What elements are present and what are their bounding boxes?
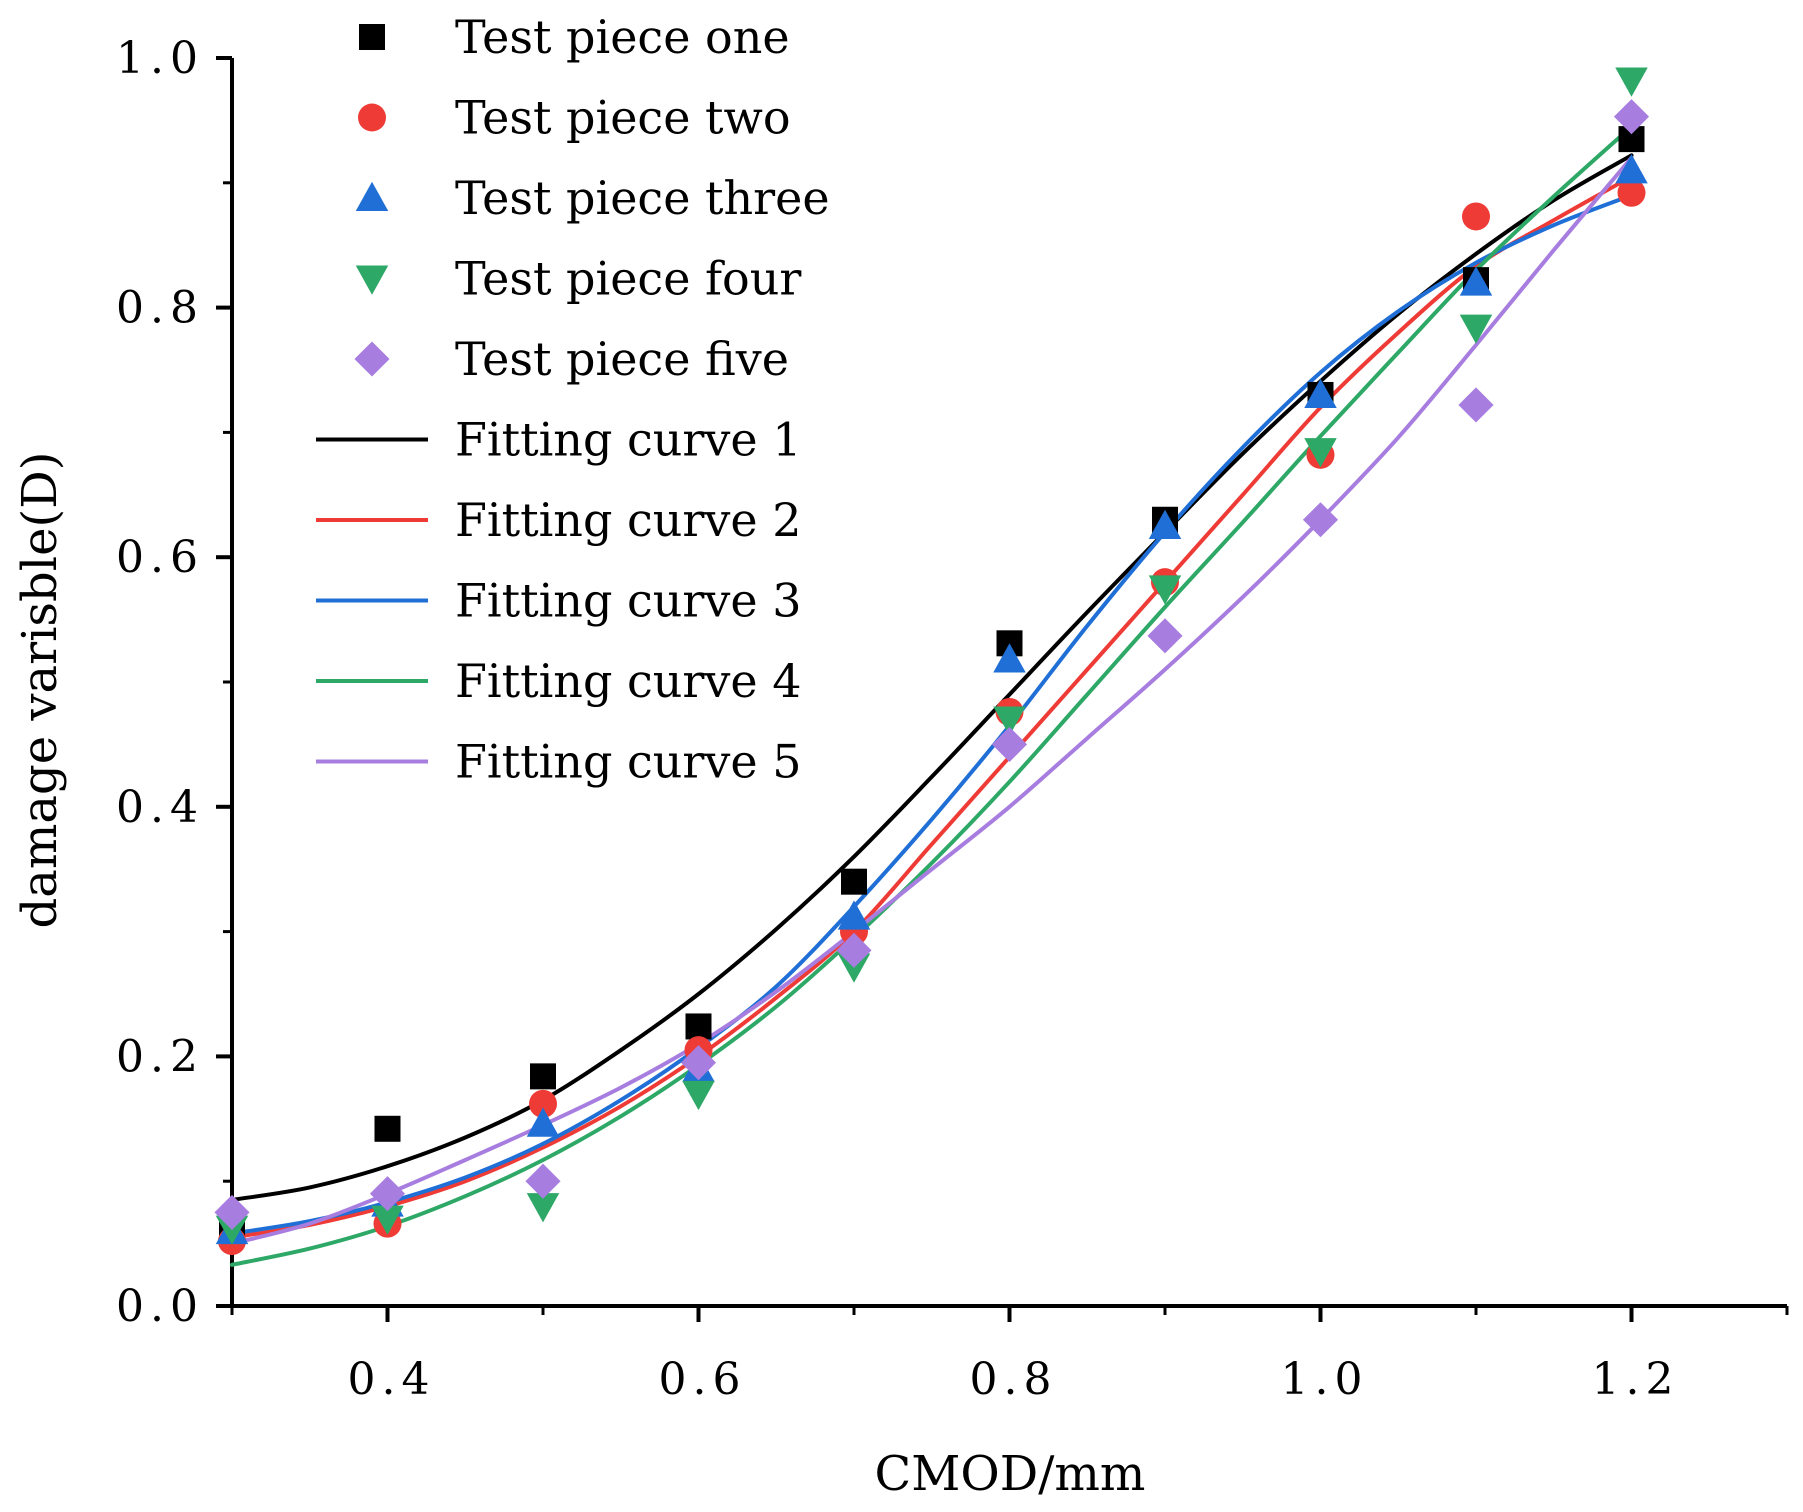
legend-label: Test piece two xyxy=(455,91,791,145)
legend-marker-3 xyxy=(355,181,389,211)
data-point-series-1 xyxy=(374,1115,401,1142)
data-point-series-5 xyxy=(1613,99,1650,135)
data-point-series-5 xyxy=(525,1163,561,1199)
data-point-series-4 xyxy=(1304,438,1337,468)
fit-curve-1 xyxy=(230,153,1634,1202)
data-point-series-4 xyxy=(215,1215,249,1245)
y-tick-label: 0.4 xyxy=(116,782,204,833)
data-point-series-3 xyxy=(1615,154,1648,184)
data-point-series-2 xyxy=(1617,178,1646,207)
data-point-series-4 xyxy=(526,1193,560,1223)
data-point-series-4 xyxy=(993,706,1026,736)
fit-curve-5 xyxy=(230,155,1634,1246)
data-point-series-5 xyxy=(836,932,872,968)
legend-label: Fitting curve 3 xyxy=(455,574,801,628)
data-point-series-3 xyxy=(993,643,1026,673)
legend-label: Fitting curve 4 xyxy=(455,654,801,708)
legend-label: Fitting curve 2 xyxy=(455,493,801,547)
data-point-series-3 xyxy=(1148,509,1182,539)
legend-label: Test piece one xyxy=(455,10,790,64)
legend-label: Test piece four xyxy=(455,252,801,306)
x-tick-label: 1.2 xyxy=(1592,1354,1680,1405)
data-point-series-2 xyxy=(529,1089,557,1118)
y-tick-label: 0.0 xyxy=(116,1281,204,1332)
legend-label: Test piece three xyxy=(455,171,830,225)
data-point-series-1 xyxy=(841,868,867,895)
legend-marker-5 xyxy=(354,341,390,377)
data-point-series-3 xyxy=(1304,378,1337,408)
data-point-series-5 xyxy=(680,1045,717,1081)
y-tick-label: 1.0 xyxy=(116,33,204,84)
data-point-series-1 xyxy=(685,1013,712,1040)
y-tick-label: 0.2 xyxy=(116,1031,204,1082)
data-point-series-2 xyxy=(1462,202,1490,231)
legend-marker-1 xyxy=(359,24,385,50)
x-tick-label: 0.6 xyxy=(659,1354,747,1405)
data-point-series-3 xyxy=(837,900,871,930)
data-point-series-4 xyxy=(1148,575,1182,605)
legend-marker-2 xyxy=(358,103,386,132)
y-axis-title: damage varisble(D) xyxy=(12,452,68,929)
data-point-series-5 xyxy=(369,1176,406,1212)
x-tick-label: 0.4 xyxy=(348,1354,436,1405)
x-tick-label: 1.0 xyxy=(1281,1354,1369,1405)
legend-label: Test piece five xyxy=(455,332,789,386)
data-point-series-4 xyxy=(682,1080,715,1111)
data-point-series-4 xyxy=(371,1205,404,1235)
y-tick-label: 0.8 xyxy=(116,283,204,334)
x-axis-title: CMOD/mm xyxy=(875,1446,1146,1502)
legend: Test piece one Test piece two Test piece t… xyxy=(316,10,830,789)
fit-curves xyxy=(230,124,1634,1267)
data-point-series-4 xyxy=(1615,67,1648,97)
data-point-series-5 xyxy=(1302,502,1339,538)
data-point-series-3 xyxy=(526,1107,560,1137)
data-point-series-3 xyxy=(1459,266,1493,296)
data-point-series-5 xyxy=(991,726,1028,762)
fit-curve-4 xyxy=(230,124,1634,1267)
data-point-series-5 xyxy=(214,1194,250,1230)
legend-label: Fitting curve 5 xyxy=(455,735,801,789)
y-tick-label: 0.6 xyxy=(116,532,204,583)
data-point-series-4 xyxy=(837,953,871,983)
data-markers xyxy=(214,67,1650,1256)
data-point-series-4 xyxy=(1459,314,1493,344)
fit-curve-2 xyxy=(230,174,1634,1240)
legend-label: Fitting curve 1 xyxy=(455,413,801,467)
legend-marker-4 xyxy=(355,265,389,295)
data-point-series-5 xyxy=(1147,618,1183,654)
axes: 0.4 0.6 0.8 1.0 1.2 0.0 0.2 0.4 0.6 0.8 1.0 xyxy=(116,33,1789,1405)
data-point-series-5 xyxy=(1458,387,1494,423)
data-point-series-1 xyxy=(530,1063,556,1090)
fit-curve-3 xyxy=(230,193,1634,1236)
x-tick-label: 0.8 xyxy=(970,1354,1058,1405)
